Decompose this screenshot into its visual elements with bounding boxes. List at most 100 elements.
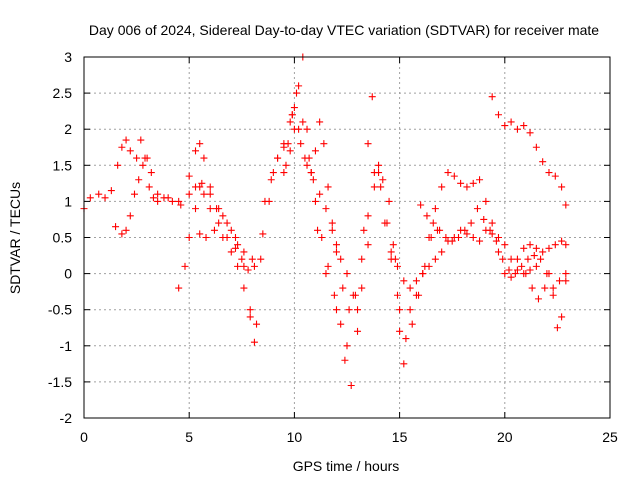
data-point-marker bbox=[143, 154, 151, 162]
data-point-marker bbox=[210, 226, 218, 234]
data-point-marker bbox=[389, 241, 397, 249]
data-point-marker bbox=[324, 183, 332, 191]
data-point-marker bbox=[253, 320, 261, 328]
y-tick-label: 3 bbox=[64, 49, 72, 65]
data-point-marker bbox=[177, 201, 185, 209]
data-point-marker bbox=[558, 237, 566, 245]
data-point-marker bbox=[358, 284, 366, 292]
data-point-marker bbox=[494, 248, 502, 256]
data-point-marker bbox=[196, 140, 204, 148]
series-track-2 bbox=[112, 154, 256, 263]
data-point-marker bbox=[494, 234, 502, 241]
series-track-8 bbox=[406, 169, 540, 314]
data-point-marker bbox=[250, 338, 258, 346]
chart-title: Day 006 of 2024, Sidereal Day-to-day VTE… bbox=[89, 22, 599, 38]
data-point-marker bbox=[168, 197, 176, 205]
data-point-marker bbox=[339, 284, 347, 292]
data-point-marker bbox=[196, 183, 204, 191]
data-point-marker bbox=[431, 205, 439, 213]
y-tick-label: -2 bbox=[60, 410, 73, 426]
data-point-marker bbox=[192, 147, 200, 155]
axis-ticks bbox=[83, 56, 611, 419]
data-point-marker bbox=[522, 270, 530, 278]
data-point-marker bbox=[545, 244, 553, 252]
series-track-5 bbox=[280, 125, 408, 368]
data-point-marker bbox=[393, 291, 401, 299]
data-point-marker bbox=[505, 266, 513, 274]
data-point-marker bbox=[545, 270, 553, 278]
data-point-marker bbox=[393, 262, 401, 270]
y-tick-label: 0 bbox=[64, 266, 72, 282]
data-point-marker bbox=[442, 234, 450, 241]
data-point-marker bbox=[101, 194, 109, 202]
data-point-marker bbox=[246, 313, 254, 321]
data-point-marker bbox=[343, 342, 351, 350]
data-point-marker bbox=[391, 255, 399, 263]
data-point-marker bbox=[244, 266, 252, 274]
data-point-marker bbox=[467, 219, 475, 227]
data-point-marker bbox=[185, 172, 193, 180]
data-point-marker bbox=[476, 237, 484, 245]
data-point-marker bbox=[118, 143, 126, 151]
data-point-marker bbox=[280, 140, 288, 148]
data-point-marker bbox=[114, 161, 122, 169]
x-axis-title: GPS time / hours bbox=[293, 458, 400, 474]
data-point-marker bbox=[286, 118, 294, 126]
data-point-marker bbox=[240, 248, 248, 256]
data-point-marker bbox=[337, 320, 345, 328]
data-point-marker bbox=[501, 241, 509, 249]
data-point-marker bbox=[354, 327, 362, 335]
data-point-marker bbox=[227, 248, 235, 256]
data-point-marker bbox=[532, 143, 540, 151]
data-point-marker bbox=[463, 183, 471, 191]
data-point-marker bbox=[455, 234, 463, 241]
data-point-marker bbox=[145, 183, 153, 191]
data-point-marker bbox=[185, 190, 193, 198]
data-point-marker bbox=[139, 161, 147, 169]
data-point-marker bbox=[135, 176, 143, 184]
data-point-marker bbox=[501, 270, 509, 278]
y-tick-label: 2.5 bbox=[53, 85, 73, 101]
data-point-marker bbox=[417, 201, 425, 209]
data-point-marker bbox=[530, 252, 538, 260]
data-point-marker bbox=[330, 291, 338, 299]
data-point-marker bbox=[280, 169, 288, 177]
data-point-marker bbox=[419, 270, 427, 278]
data-points bbox=[80, 53, 570, 390]
series-track-11 bbox=[522, 270, 570, 332]
data-point-marker bbox=[532, 262, 540, 270]
data-point-marker bbox=[299, 118, 307, 126]
data-point-marker bbox=[383, 219, 391, 227]
data-point-marker bbox=[126, 147, 134, 155]
data-point-marker bbox=[438, 248, 446, 256]
data-point-marker bbox=[126, 212, 134, 220]
data-point-marker bbox=[488, 230, 496, 238]
data-point-marker bbox=[425, 234, 433, 241]
data-point-marker bbox=[364, 212, 372, 220]
data-point-marker bbox=[463, 230, 471, 238]
y-axis-title: SDTVAR / TECUs bbox=[7, 182, 23, 294]
data-point-marker bbox=[551, 172, 559, 180]
data-point-marker bbox=[364, 241, 372, 249]
data-point-marker bbox=[215, 219, 223, 227]
y-tick-label: -0.5 bbox=[48, 302, 72, 318]
data-point-marker bbox=[322, 270, 330, 278]
data-point-marker bbox=[534, 295, 542, 303]
data-point-marker bbox=[370, 169, 378, 177]
data-point-marker bbox=[457, 179, 465, 187]
data-point-marker bbox=[558, 313, 566, 321]
data-point-marker bbox=[513, 125, 521, 133]
data-point-marker bbox=[192, 205, 200, 213]
data-point-marker bbox=[206, 183, 214, 191]
data-point-marker bbox=[295, 125, 303, 133]
data-point-marker bbox=[332, 241, 340, 249]
data-point-marker bbox=[537, 255, 545, 263]
data-point-marker bbox=[520, 244, 528, 252]
data-point-marker bbox=[200, 190, 208, 198]
data-point-marker bbox=[314, 226, 322, 234]
data-point-marker bbox=[539, 248, 547, 256]
data-point-marker bbox=[425, 262, 433, 270]
y-tick-label: -1 bbox=[60, 338, 73, 354]
data-point-marker bbox=[316, 190, 324, 198]
data-point-marker bbox=[320, 140, 328, 148]
